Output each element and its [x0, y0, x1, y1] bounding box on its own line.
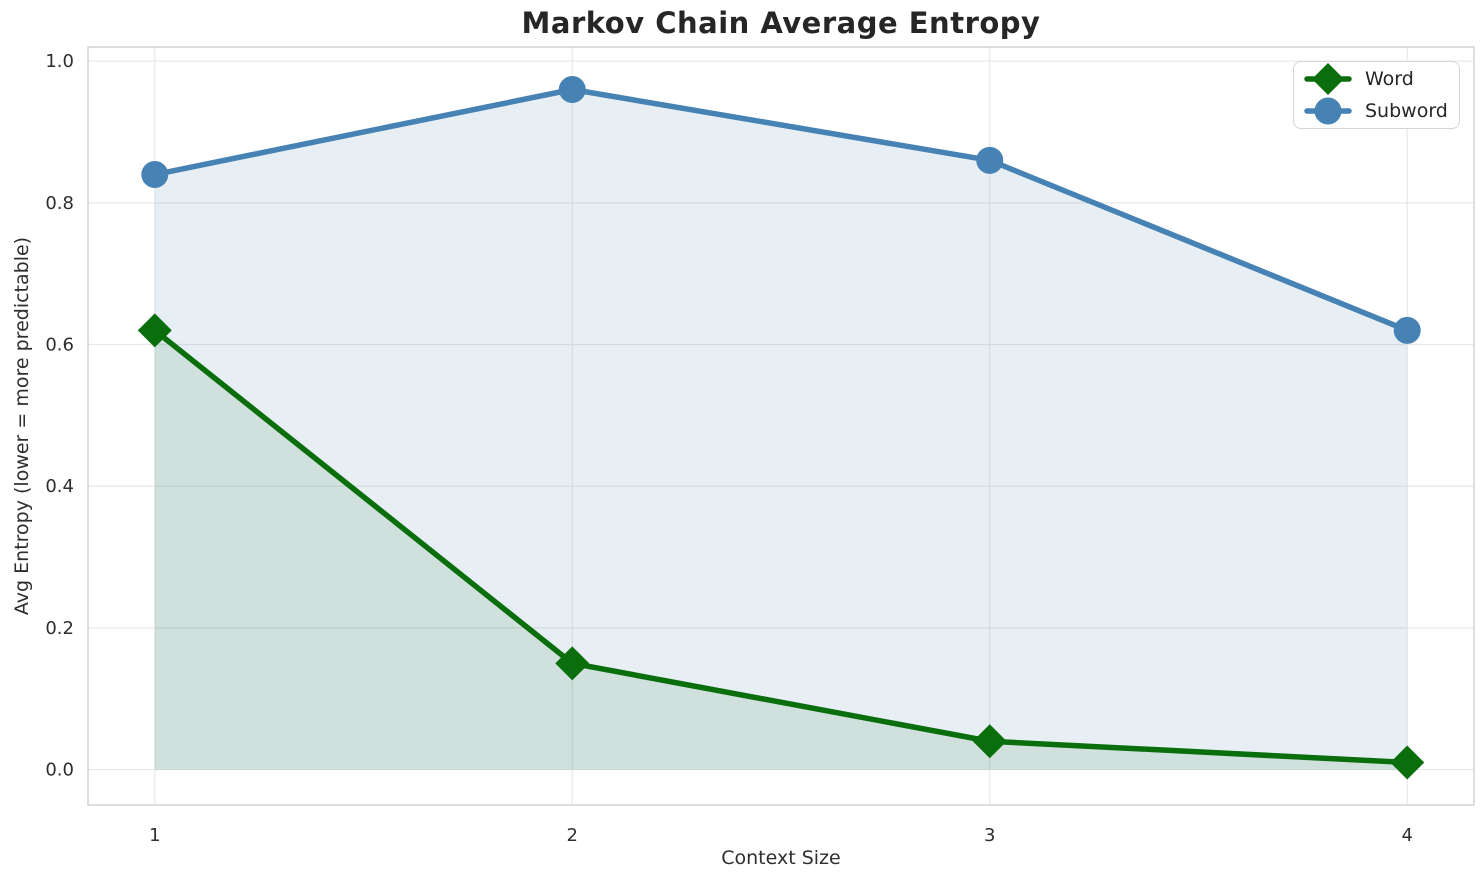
- y-tick-label: 0.8: [45, 193, 74, 214]
- subword-marker-circle: [1393, 316, 1421, 344]
- subword-marker-circle: [141, 161, 169, 189]
- y-tick-label: 1.0: [45, 51, 74, 72]
- x-tick-label: 3: [984, 825, 995, 846]
- subword-legend-marker-icon: [1304, 97, 1352, 125]
- y-tick-label: 0.6: [45, 335, 74, 356]
- subword-area-fill: [154, 89, 1408, 770]
- x-tick-label: 2: [567, 825, 578, 846]
- word-marker-diamond: [1390, 745, 1425, 780]
- y-tick-label: 0.4: [45, 476, 74, 497]
- word-legend-marker-icon: [1304, 63, 1352, 95]
- word-series-line: [152, 327, 1410, 766]
- y-axis-label: Avg Entropy (lower = more predictable): [11, 236, 33, 616]
- word-area-fill: [154, 330, 1408, 770]
- word-marker-diamond: [972, 724, 1007, 759]
- word-marker-diamond: [137, 313, 172, 348]
- subword-marker-circle: [558, 76, 586, 104]
- legend-label-word: Word: [1365, 67, 1414, 90]
- legend-item-word: Word: [1304, 63, 1449, 95]
- x-axis-label: Context Size: [721, 847, 841, 869]
- subword-series-line: [152, 86, 1410, 334]
- y-tick-label: 0.0: [45, 760, 74, 781]
- legend-label-subword: Subword: [1365, 99, 1448, 122]
- plot-border: [87, 46, 1475, 806]
- legend-item-subword: Subword: [1304, 96, 1449, 127]
- legend: Word Subword: [1293, 61, 1460, 129]
- x-tick-label: 4: [1401, 825, 1412, 846]
- y-tick-label: 0.2: [45, 618, 74, 639]
- chart-title: Markov Chain Average Entropy: [521, 6, 1041, 40]
- word-marker-diamond: [555, 646, 590, 681]
- subword-marker-circle: [976, 146, 1004, 174]
- x-tick-label: 1: [149, 825, 160, 846]
